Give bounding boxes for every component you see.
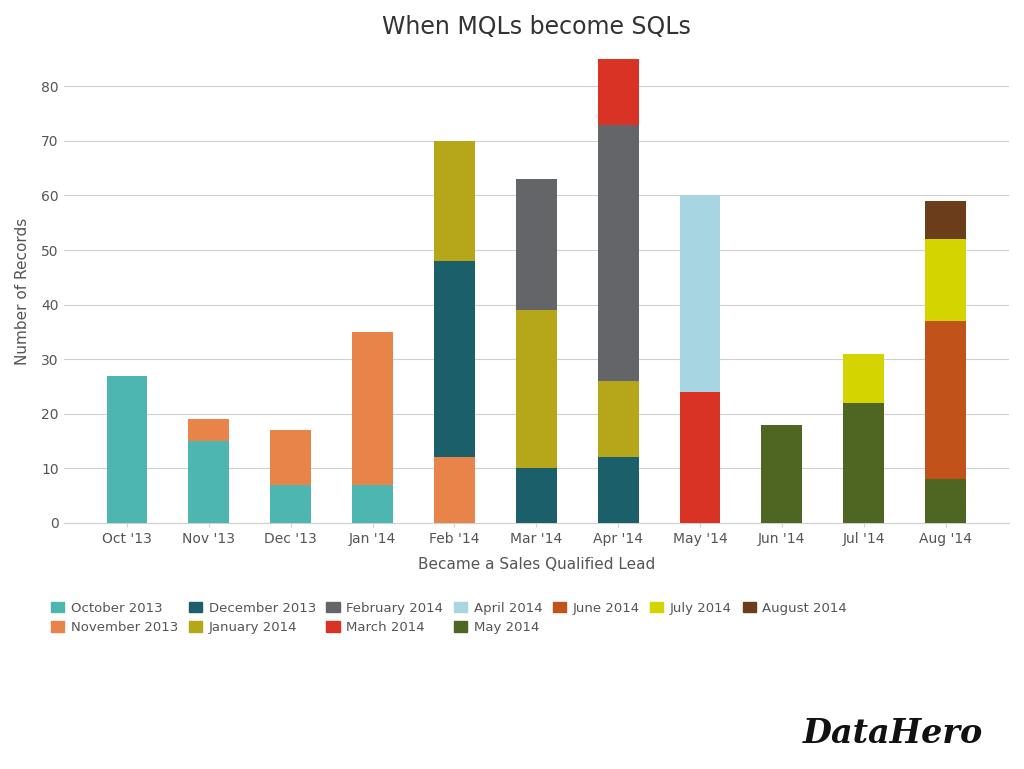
Bar bbox=[188, 441, 229, 523]
Bar bbox=[516, 310, 557, 468]
Bar bbox=[434, 261, 475, 458]
Bar bbox=[352, 332, 393, 484]
Text: DataHero: DataHero bbox=[803, 717, 983, 750]
Legend: October 2013, November 2013, December 2013, January 2014, February 2014, March 2: October 2013, November 2013, December 20… bbox=[51, 601, 847, 634]
Bar bbox=[516, 468, 557, 523]
Title: When MQLs become SQLs: When MQLs become SQLs bbox=[382, 15, 691, 39]
Bar bbox=[762, 424, 803, 523]
Bar bbox=[925, 321, 966, 479]
Bar bbox=[270, 484, 311, 523]
Bar bbox=[925, 201, 966, 239]
Bar bbox=[843, 403, 884, 523]
Bar bbox=[598, 125, 639, 381]
Bar bbox=[925, 239, 966, 321]
Bar bbox=[680, 392, 721, 523]
Bar bbox=[680, 195, 721, 392]
Bar bbox=[598, 458, 639, 523]
Y-axis label: Number of Records: Number of Records bbox=[15, 218, 30, 365]
Bar bbox=[352, 484, 393, 523]
Bar bbox=[598, 381, 639, 458]
Bar bbox=[843, 354, 884, 403]
Bar bbox=[106, 375, 147, 523]
Bar bbox=[598, 42, 639, 125]
Bar bbox=[434, 141, 475, 261]
Bar bbox=[188, 419, 229, 441]
X-axis label: Became a Sales Qualified Lead: Became a Sales Qualified Lead bbox=[418, 557, 655, 572]
Bar bbox=[270, 430, 311, 484]
Bar bbox=[925, 479, 966, 523]
Bar bbox=[516, 179, 557, 310]
Bar bbox=[434, 458, 475, 523]
